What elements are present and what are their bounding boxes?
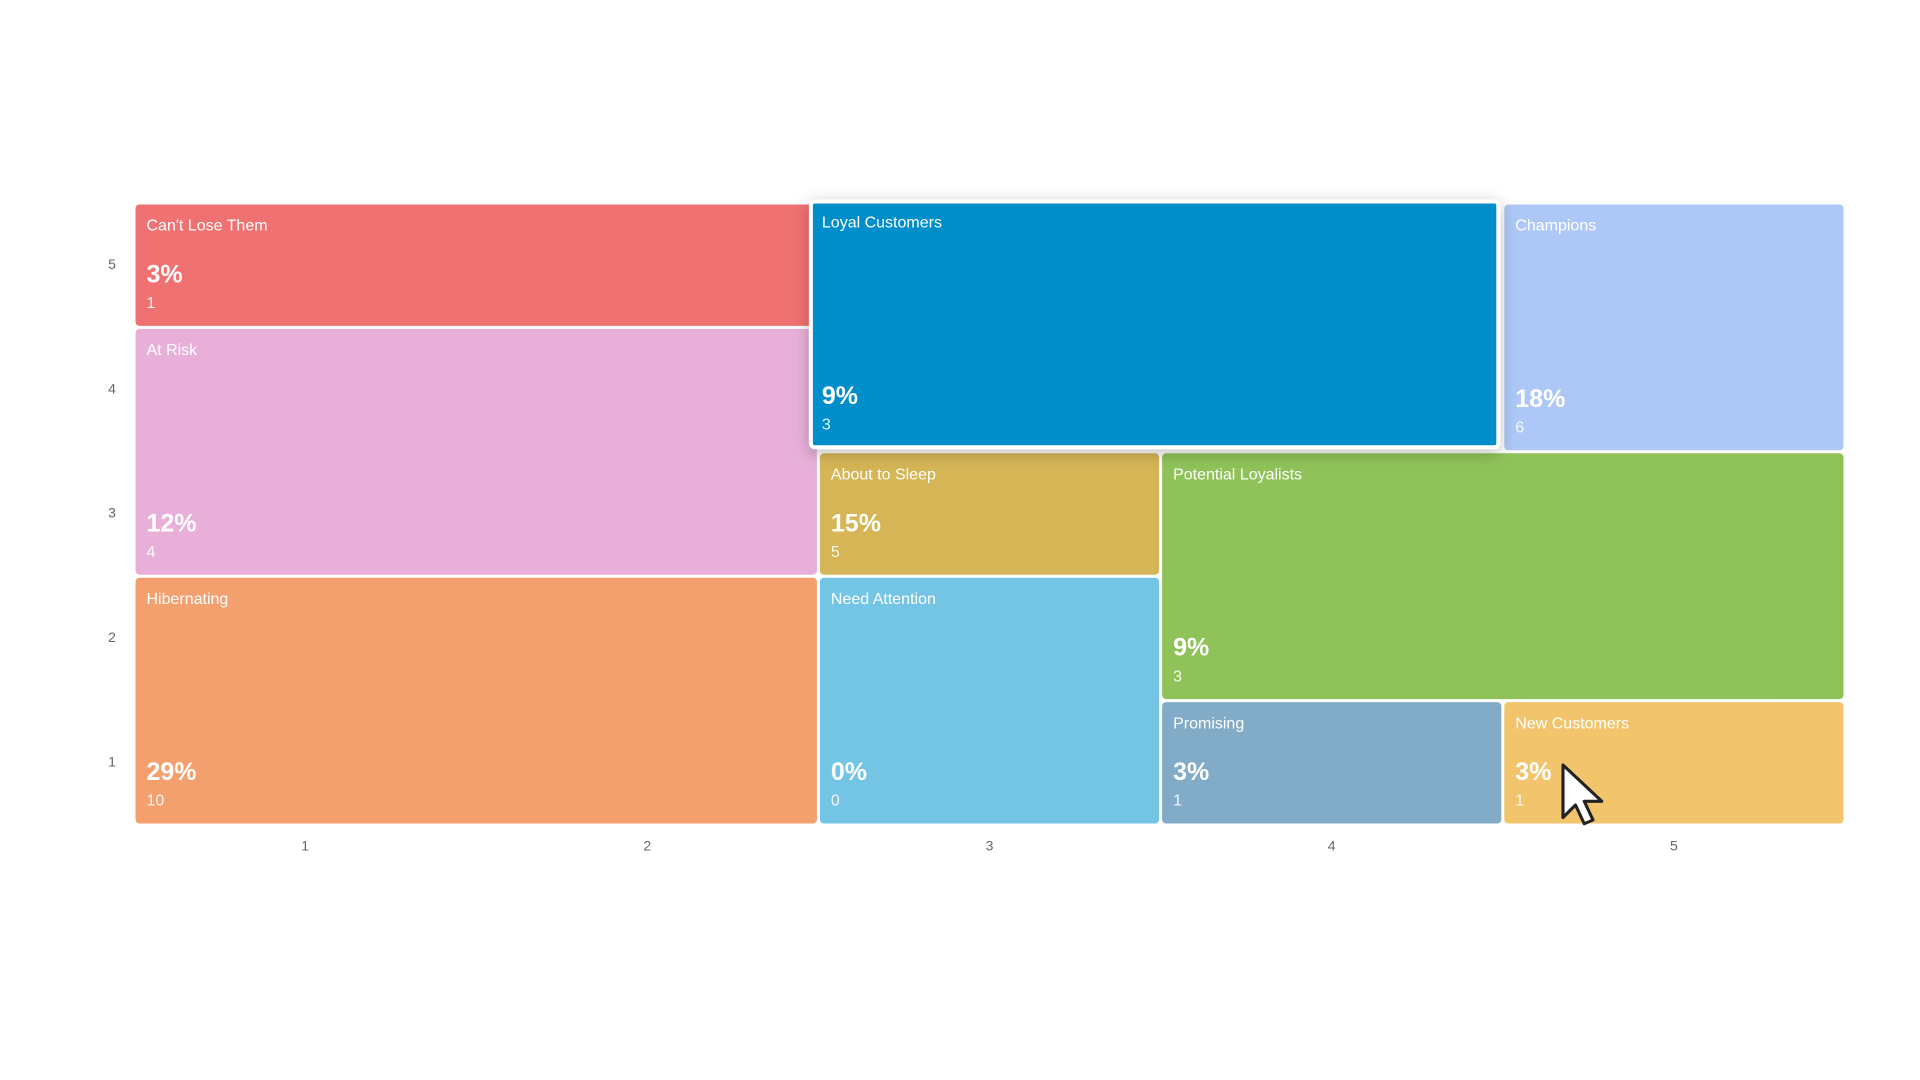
y-tick-label: 2	[108, 629, 116, 645]
segment: Hibernating 29% 10	[135, 577, 817, 824]
segment: Potential Loyalists 9% 3	[1162, 453, 1844, 700]
x-tick-label: 3	[986, 838, 994, 854]
y-tick-label: 5	[108, 256, 116, 272]
segment: At Risk 12% 4	[135, 328, 817, 575]
segment-count: 0	[831, 793, 840, 810]
segment-percent: 9%	[822, 382, 858, 410]
segment-name: Potential Loyalists	[1173, 467, 1302, 484]
segment-percent: 3%	[147, 261, 183, 289]
y-tick-label: 3	[108, 505, 116, 521]
segment-name: Loyal Customers	[822, 215, 942, 232]
segment-percent: 18%	[1515, 385, 1565, 413]
x-tick-label: 5	[1670, 838, 1678, 854]
segment-cell	[1504, 204, 1844, 451]
segment-name: New Customers	[1515, 715, 1629, 732]
segment-name: At Risk	[147, 342, 199, 359]
segment-cell	[1162, 702, 1502, 824]
segment-count: 6	[1515, 420, 1524, 437]
segment: Promising 3% 1	[1162, 702, 1502, 824]
segment-percent: 3%	[1173, 758, 1209, 786]
segment-cell	[819, 453, 1160, 575]
segment-count: 1	[1173, 793, 1182, 810]
segment-name: Hibernating	[147, 591, 229, 608]
y-tick-label: 1	[108, 754, 116, 770]
segment-count: 5	[831, 544, 840, 561]
segment-cell	[819, 577, 1160, 824]
x-tick-label: 2	[643, 838, 651, 854]
segment-cell	[1162, 453, 1844, 700]
segment-count: 1	[1515, 793, 1524, 810]
y-tick-label: 4	[108, 380, 116, 396]
segment: About to Sleep 15% 5	[819, 453, 1160, 575]
segment: Can't Lose Them 3% 1	[135, 204, 817, 326]
segment-cell	[135, 577, 817, 824]
x-tick-label: 1	[301, 838, 309, 854]
segment: Loyal Customers 9% 3	[808, 199, 1501, 450]
segment-cell	[135, 204, 817, 326]
segment-percent: 3%	[1515, 758, 1551, 786]
segment-count: 1	[147, 295, 156, 312]
segment-count: 3	[822, 417, 831, 434]
segment: Champions 18% 6	[1504, 204, 1844, 451]
cursor	[1561, 763, 1604, 826]
segment-cell	[135, 328, 817, 575]
segment-cell	[808, 199, 1501, 450]
segment-percent: 9%	[1173, 634, 1209, 662]
segment-name: Promising	[1173, 715, 1244, 732]
segment-percent: 15%	[831, 509, 881, 537]
segment-name: Can't Lose Them	[147, 218, 268, 235]
segment-count: 4	[147, 544, 156, 561]
segment-count: 10	[147, 793, 165, 810]
x-tick-label: 4	[1328, 838, 1336, 854]
segment-percent: 29%	[147, 758, 197, 786]
segment-name: About to Sleep	[831, 467, 936, 484]
segment-name: Need Attention	[831, 591, 936, 608]
plot: 1 2 3 4 5 1 2 3 4 5 Can't Lose Them 3% 1 At Risk 12% 4 H…	[108, 199, 1844, 854]
segment-count: 3	[1173, 668, 1182, 685]
segment-percent: 0%	[831, 758, 867, 786]
segment-percent: 12%	[147, 509, 197, 537]
segment: New Customers 3% 1	[1504, 702, 1844, 824]
segment-name: Champions	[1515, 218, 1596, 235]
segment: Need Attention 0% 0	[819, 577, 1160, 824]
